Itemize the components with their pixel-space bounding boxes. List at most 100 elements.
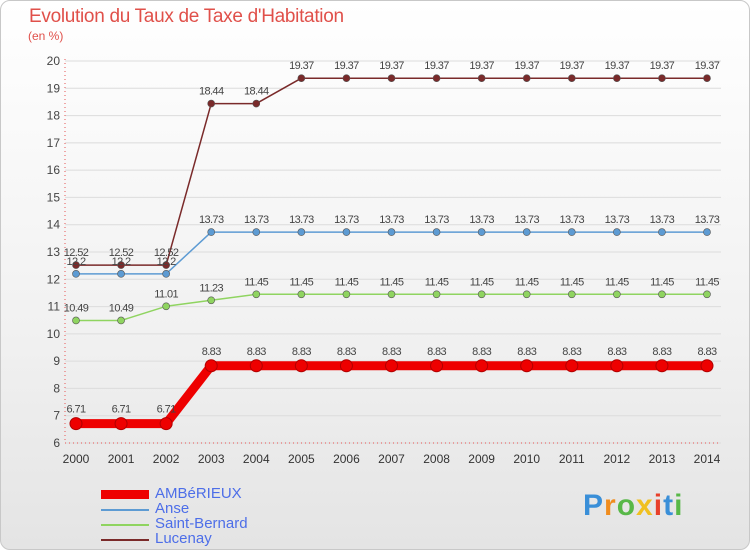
data-point: [162, 261, 170, 269]
data-label: 11.45: [605, 276, 629, 288]
data-label: 8.83: [472, 346, 491, 358]
data-point: [658, 228, 666, 236]
data-point: [339, 359, 353, 373]
data-point: [207, 99, 216, 108]
legend-label-lucenay: Lucenay: [155, 530, 212, 547]
data-label: 13.73: [424, 214, 449, 226]
logo-letter: P: [583, 489, 605, 522]
data-point: [117, 261, 125, 269]
data-point: [658, 74, 666, 82]
series-saint-bernard: 10.49 10.49 11.01 11.23 11.45 11.45 11.45 11.45…: [64, 276, 720, 325]
x-tick-label: 2013: [649, 452, 676, 466]
data-label: 8.83: [382, 346, 401, 358]
data-point: [72, 316, 80, 325]
data-label: 8.83: [652, 346, 671, 358]
data-label: 10.49: [109, 302, 134, 314]
data-point: [477, 228, 486, 236]
data-point: [252, 290, 261, 299]
data-point: [703, 74, 711, 82]
data-label: 19.37: [560, 60, 585, 72]
data-point: [162, 270, 170, 278]
series-lucenay: 12.52 12.52 12.52 18.44 18.44 19.37 19.37 19.37…: [64, 60, 720, 269]
y-tick-label: 14: [47, 218, 61, 232]
y-tick-label: 19: [47, 81, 61, 95]
y-tick-label: 18: [47, 109, 61, 123]
chart-subtitle: (en %): [28, 29, 64, 43]
data-label: 11.23: [199, 282, 223, 294]
legend-label-saint-bernard: Saint-Bernard: [155, 515, 248, 532]
y-tick-label: 17: [47, 136, 61, 150]
series-anse: 12.2 12.2 12.2 13.73 13.73 13.73 13.73 13.73 13.…: [66, 214, 720, 278]
y-tick-label: 16: [47, 163, 61, 177]
y-tick-label: 8: [53, 381, 60, 395]
data-point: [69, 417, 83, 431]
data-label: 13.73: [199, 214, 224, 226]
data-label: 19.37: [514, 60, 539, 72]
data-label: 19.37: [605, 60, 630, 72]
data-label: 13.73: [289, 214, 314, 226]
chart-title: Evolution du Taux de Taxe d'Habitation: [29, 6, 344, 27]
data-point: [522, 228, 531, 236]
data-point: [613, 290, 621, 299]
data-point: [117, 316, 125, 325]
y-tick-label: 6: [53, 436, 60, 450]
data-point: [342, 290, 351, 299]
data-label: 11.45: [515, 276, 539, 288]
data-point: [613, 74, 621, 82]
data-label: 6.71: [112, 404, 131, 416]
data-label: 8.83: [292, 346, 311, 358]
x-tick-label: 2011: [559, 452, 585, 466]
data-label: 11.45: [470, 276, 494, 288]
data-point: [522, 74, 531, 82]
data-label: 13.73: [379, 214, 404, 226]
x-tick-label: 2002: [153, 452, 180, 466]
data-label: 10.49: [64, 302, 89, 314]
data-point: [477, 290, 486, 299]
data-point: [207, 296, 216, 305]
y-tick-label: 10: [47, 327, 61, 341]
data-label: 8.83: [562, 346, 581, 358]
data-point: [613, 228, 621, 236]
data-label: 12.2: [66, 256, 85, 268]
data-point: [432, 74, 441, 82]
data-label: 8.83: [247, 346, 266, 358]
data-label: 11.45: [244, 276, 268, 288]
data-label: 13.73: [605, 214, 630, 226]
legend-label-anse: Anse: [155, 500, 190, 517]
data-label: 19.37: [695, 60, 720, 72]
x-tick-label: 2001: [108, 452, 135, 466]
y-tick-label: 7: [53, 409, 60, 423]
data-label: 11.45: [650, 276, 674, 288]
data-label: 13.73: [469, 214, 494, 226]
data-label: 19.37: [379, 60, 404, 72]
x-tick-label: 2007: [378, 452, 405, 466]
data-label: 8.83: [337, 346, 356, 358]
legend-label-amberieux: AMBéRIEUX: [155, 485, 242, 502]
data-point: [475, 359, 489, 373]
data-point: [522, 290, 531, 299]
data-label: 11.45: [289, 276, 313, 288]
logo-letter: t: [663, 489, 675, 522]
data-point: [567, 74, 576, 82]
y-tick-label: 9: [53, 354, 60, 368]
data-label: 12.2: [112, 256, 131, 268]
y-tick-label: 13: [47, 245, 61, 259]
legend-swatch-lucenay: [101, 539, 149, 541]
data-point: [567, 290, 576, 299]
data-label: 11.45: [335, 276, 359, 288]
logo-letter: r: [604, 489, 617, 522]
data-label: 13.73: [244, 214, 269, 226]
data-label: 13.73: [334, 214, 359, 226]
data-label: 6.71: [157, 404, 176, 416]
data-point: [703, 290, 711, 299]
data-point: [72, 261, 80, 269]
data-point: [297, 290, 306, 299]
series-line: [75, 77, 708, 266]
data-label: 19.37: [424, 60, 449, 72]
data-point: [432, 228, 441, 236]
data-label: 13.73: [695, 214, 720, 226]
data-label: 8.83: [517, 346, 536, 358]
data-point: [252, 99, 261, 108]
data-label: 8.83: [427, 346, 446, 358]
